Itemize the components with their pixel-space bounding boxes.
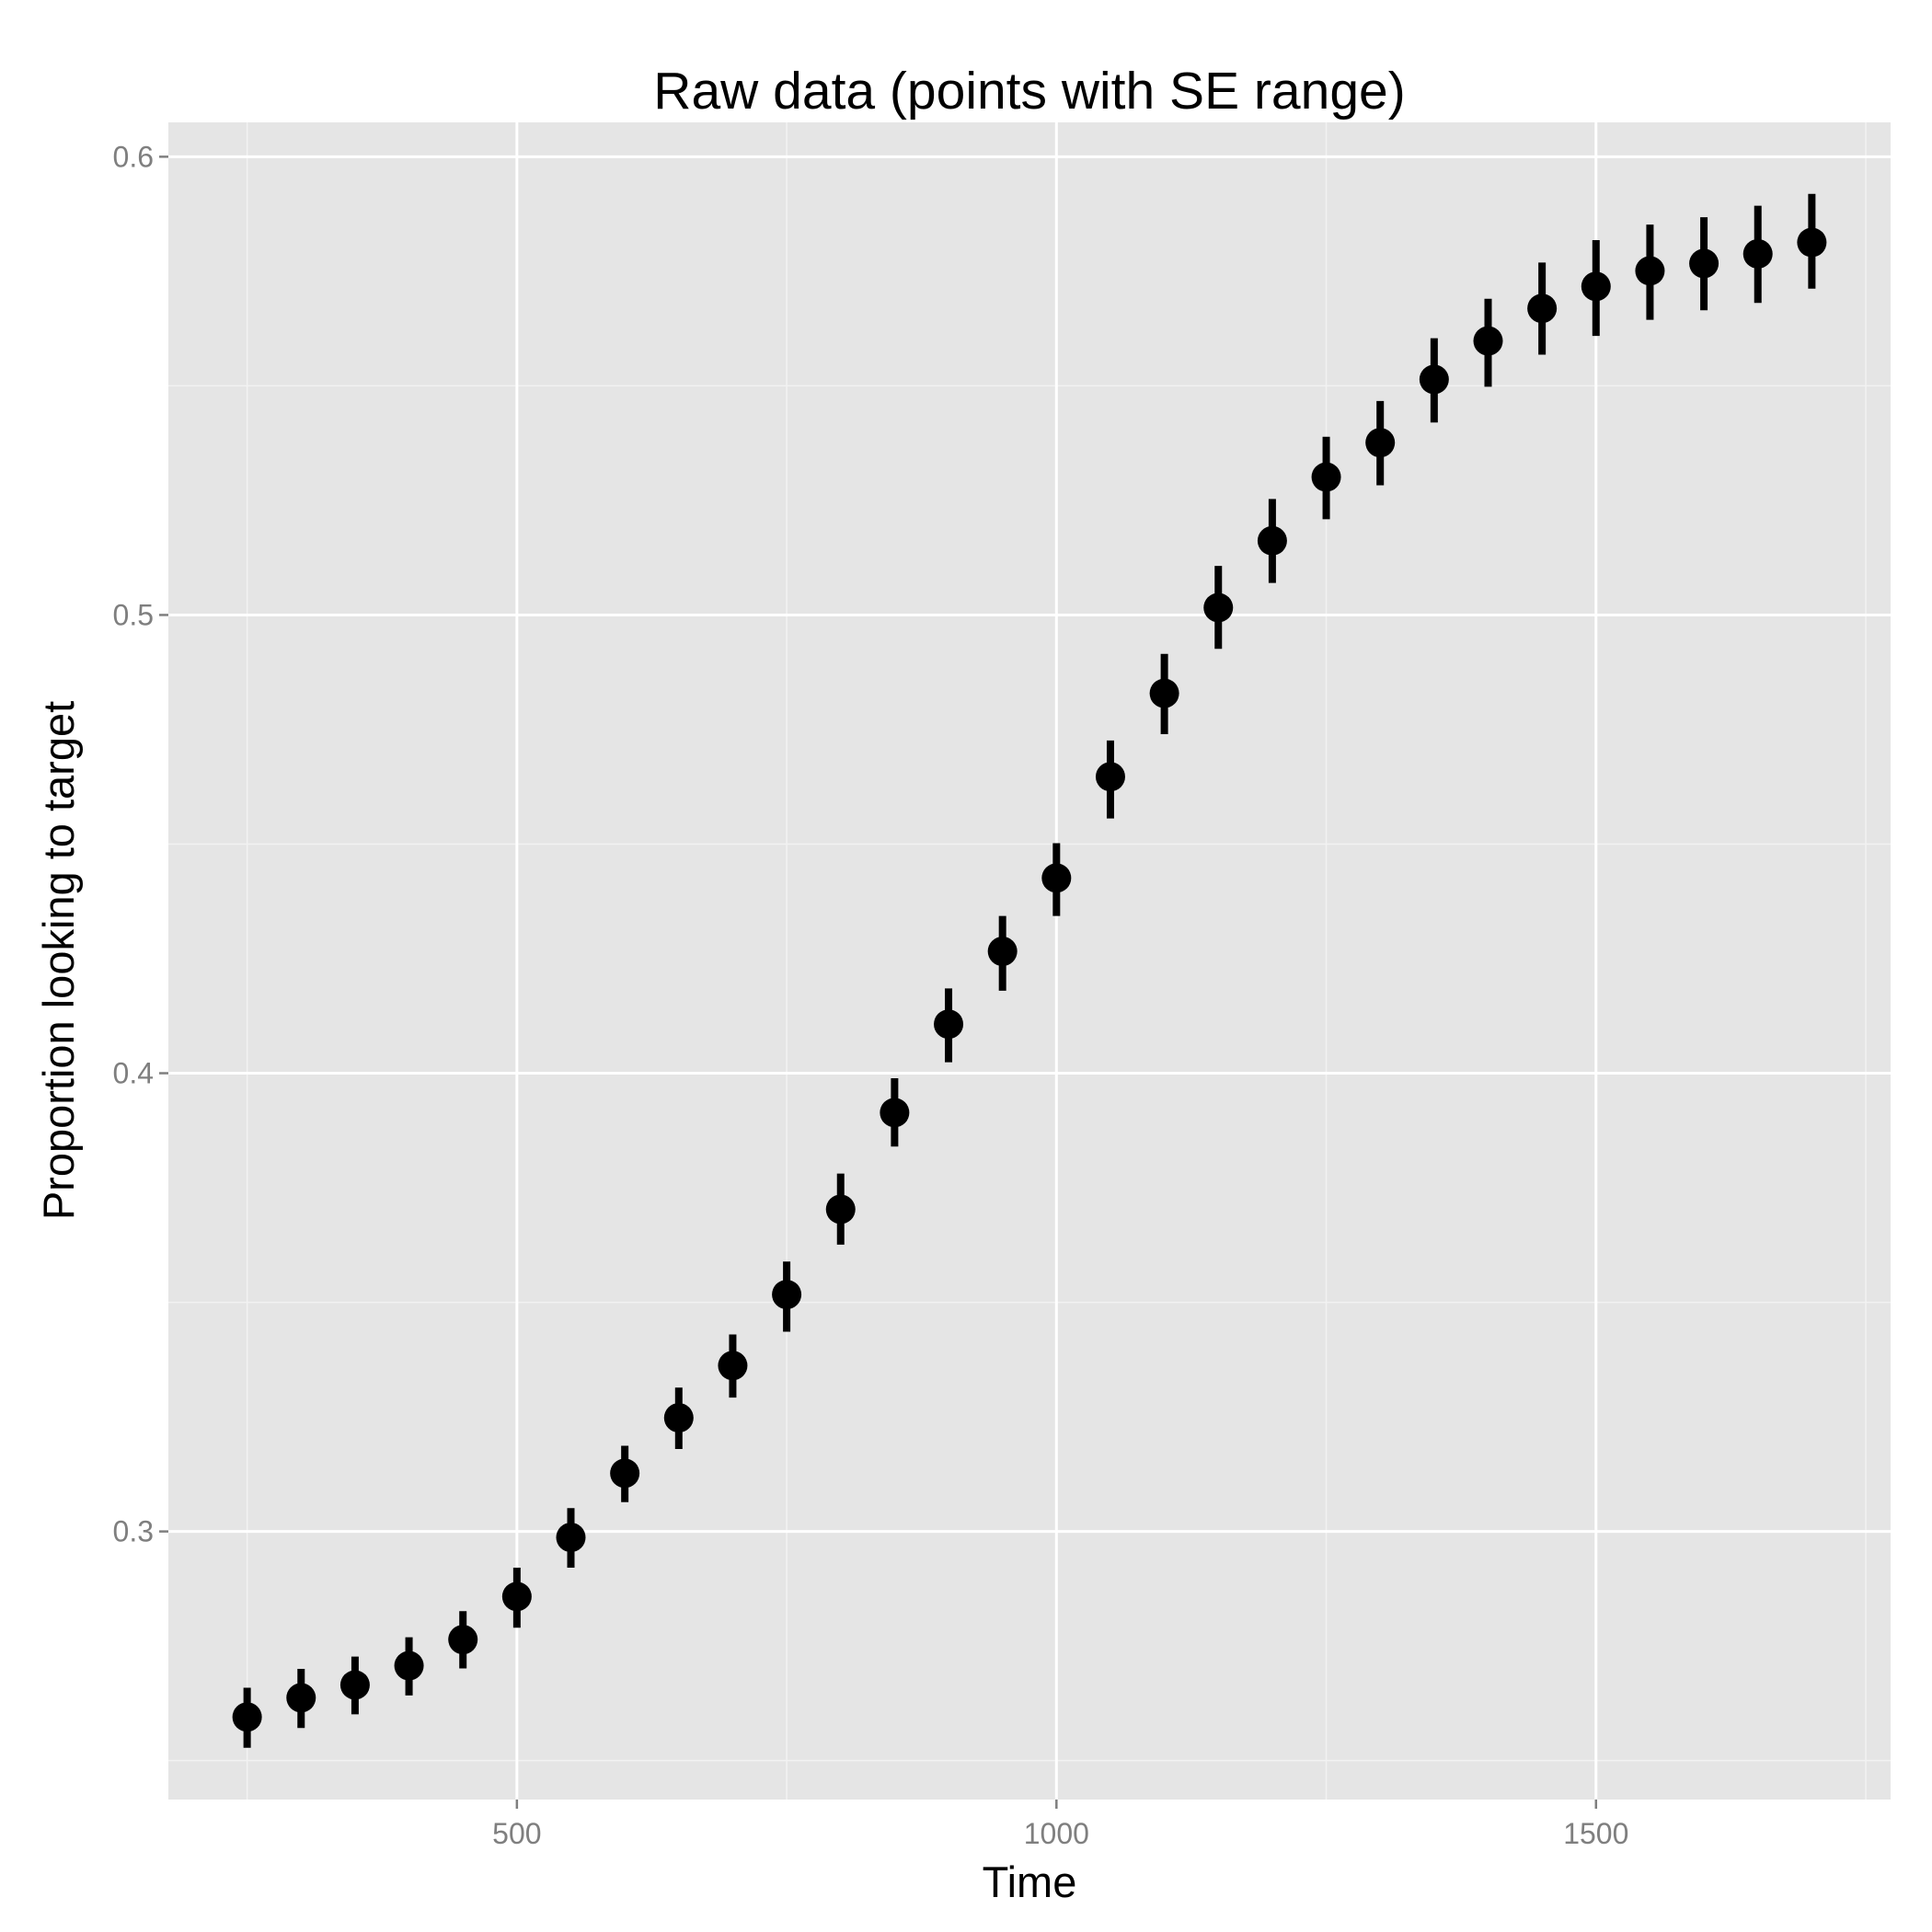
data-point bbox=[1203, 592, 1234, 623]
data-point bbox=[663, 1403, 694, 1433]
data-point bbox=[825, 1194, 856, 1225]
data-point bbox=[286, 1683, 316, 1713]
data-point bbox=[1473, 326, 1503, 356]
data-point bbox=[448, 1625, 478, 1655]
data-point bbox=[394, 1650, 424, 1681]
major-gridlines bbox=[168, 122, 1891, 1800]
y-axis-title: Proportion looking to target bbox=[34, 701, 83, 1220]
data-point bbox=[1527, 293, 1558, 324]
y-tick-label: 0.5 bbox=[113, 598, 154, 631]
x-tick-label: 1000 bbox=[1024, 1817, 1089, 1850]
y-tick-label: 0.3 bbox=[113, 1515, 154, 1548]
data-point bbox=[1581, 271, 1611, 302]
data-point bbox=[1311, 462, 1341, 492]
x-axis-title: Time bbox=[983, 1857, 1077, 1906]
data-point bbox=[1689, 248, 1719, 279]
plot-panel bbox=[168, 122, 1891, 1800]
data-point bbox=[501, 1581, 532, 1612]
data-point bbox=[232, 1702, 262, 1732]
data-point bbox=[556, 1523, 586, 1553]
y-tick-label: 0.6 bbox=[113, 140, 154, 173]
data-point bbox=[1635, 256, 1665, 286]
data-point bbox=[772, 1280, 802, 1310]
minor-gridlines bbox=[168, 122, 1891, 1800]
data-point bbox=[1095, 762, 1125, 792]
data-point bbox=[880, 1098, 910, 1128]
data-point bbox=[1149, 678, 1179, 708]
data-point bbox=[1797, 227, 1827, 258]
data-point bbox=[718, 1351, 748, 1381]
data-point bbox=[1365, 428, 1396, 458]
data-point bbox=[1419, 364, 1449, 395]
axis-ticks: 500 1000 1500 0.3 0.4 0.5 0.6 bbox=[113, 140, 1629, 1850]
x-tick-label: 500 bbox=[492, 1817, 541, 1850]
data-point bbox=[934, 1009, 964, 1040]
data-point bbox=[987, 937, 1018, 967]
data-point bbox=[1257, 525, 1287, 556]
data-marks bbox=[232, 193, 1827, 1748]
data-point bbox=[1041, 863, 1072, 893]
data-point bbox=[610, 1458, 640, 1489]
y-tick-label: 0.4 bbox=[113, 1057, 154, 1090]
data-point bbox=[1742, 238, 1773, 269]
data-point bbox=[339, 1670, 370, 1700]
chart-title: Raw data (points with SE range) bbox=[653, 62, 1405, 121]
x-tick-label: 1500 bbox=[1563, 1817, 1628, 1850]
